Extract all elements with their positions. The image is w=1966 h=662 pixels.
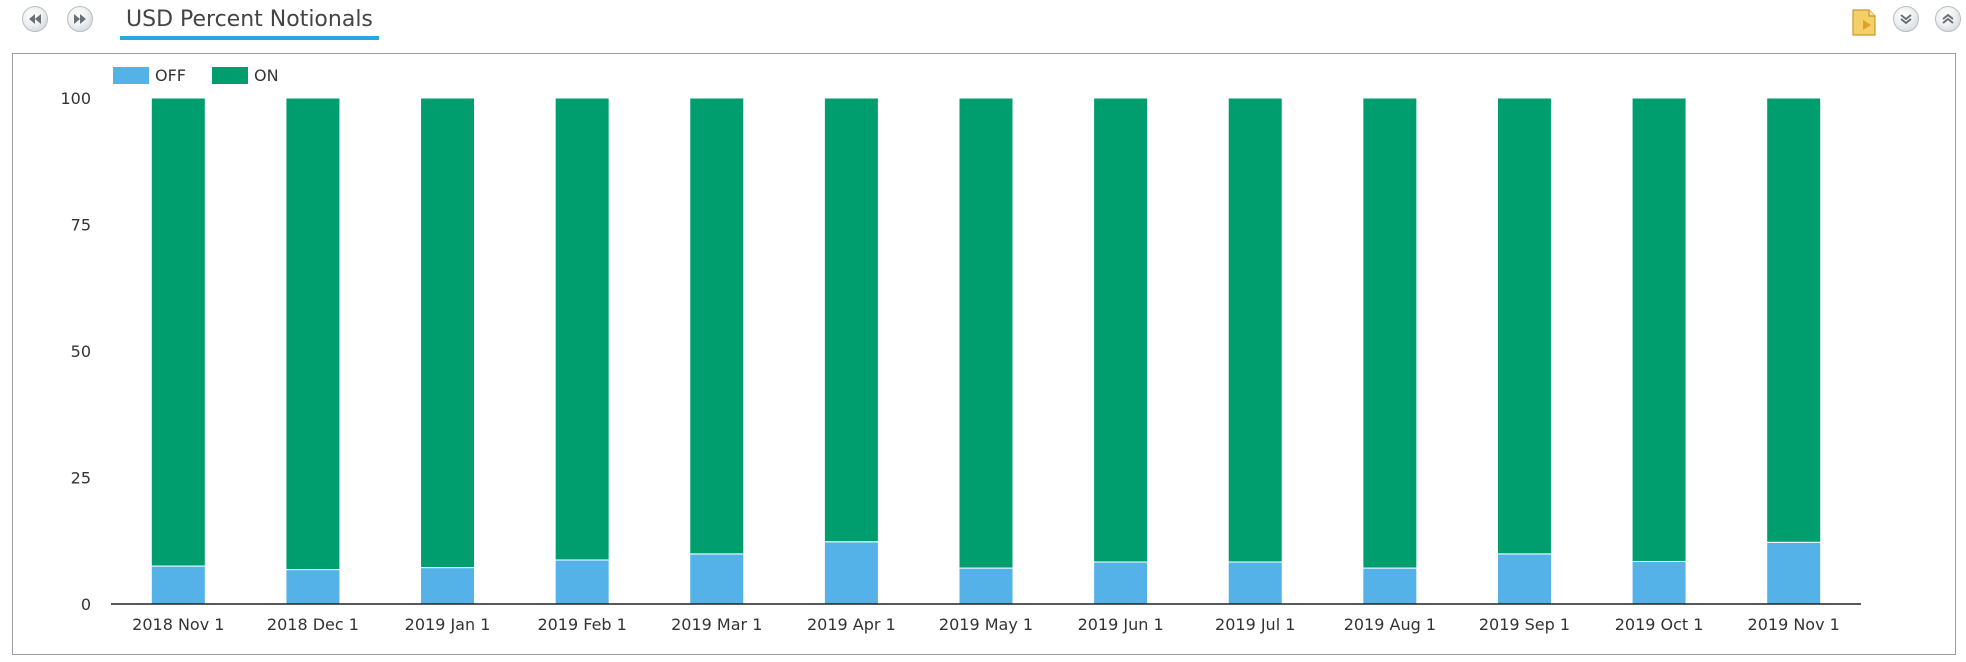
bar-on-4: [689, 97, 745, 555]
x-tick-label-10: 2019 Sep 1: [1479, 615, 1570, 634]
legend-swatch-off: [113, 66, 149, 84]
x-tick-label-4: 2019 Mar 1: [671, 615, 762, 634]
bar-chart: 0 25 50 75 100 2018 Nov 1 2018 Dec 1 2019 Jan 1…: [60, 89, 1861, 634]
page-title: USD Percent Notionals: [126, 7, 373, 32]
x-tick-label-1: 2018 Dec 1: [267, 615, 359, 634]
y-tick-label-0: 0: [81, 595, 91, 614]
bar-on-10: [1496, 97, 1552, 555]
chart-legend: OFF ON: [113, 64, 305, 86]
bar-on-8: [1227, 97, 1283, 563]
bar-on-1: [285, 97, 341, 571]
bar-on-12: [1766, 97, 1822, 543]
collapse-up-button[interactable]: [1935, 6, 1961, 32]
document-icon: [1852, 9, 1876, 36]
bar-off-12: [1766, 541, 1822, 605]
legend-label-on: ON: [254, 65, 279, 85]
bar-on-7: [1093, 97, 1149, 563]
rewind-icon: [29, 14, 41, 24]
bar-off-0: [150, 565, 206, 605]
y-tick-label-25: 25: [71, 469, 91, 488]
bar-off-8: [1227, 561, 1283, 605]
toolbar: USD Percent Notionals: [0, 0, 1966, 50]
bar-on-3: [554, 97, 610, 561]
x-tick-label-3: 2019 Feb 1: [537, 615, 626, 634]
bar-on-5: [823, 97, 879, 543]
legend-item-on[interactable]: ON: [212, 66, 279, 85]
legend-label-off: OFF: [155, 65, 186, 85]
bar-off-9: [1362, 567, 1418, 605]
x-tick-label-0: 2018 Nov 1: [132, 615, 224, 634]
bar-on-9: [1362, 97, 1418, 569]
x-tick-label-8: 2019 Jul 1: [1215, 615, 1295, 634]
legend-swatch-on: [212, 66, 248, 84]
bar-off-11: [1631, 560, 1687, 605]
bar-off-4: [689, 553, 745, 605]
bar-off-5: [823, 541, 879, 605]
fast-forward-button[interactable]: [67, 6, 93, 32]
collapse-down-icon: [1900, 14, 1912, 25]
bar-off-2: [420, 567, 476, 605]
bar-on-6: [958, 97, 1014, 569]
bar-on-11: [1631, 97, 1687, 562]
fast-forward-icon: [74, 14, 86, 24]
x-tick-label-2: 2019 Jan 1: [405, 615, 491, 634]
legend-item-off[interactable]: OFF: [113, 66, 186, 85]
y-tick-label-100: 100: [60, 89, 91, 108]
title-tab[interactable]: USD Percent Notionals: [120, 4, 379, 40]
bar-off-6: [958, 567, 1014, 605]
x-tick-label-9: 2019 Aug 1: [1344, 615, 1436, 634]
document-button[interactable]: [1849, 6, 1879, 38]
bar-off-1: [285, 569, 341, 605]
x-tick-label-12: 2019 Nov 1: [1748, 615, 1840, 634]
x-tick-label-5: 2019 Apr 1: [807, 615, 896, 634]
bar-on-2: [420, 97, 476, 569]
bar-off-7: [1093, 561, 1149, 605]
collapse-down-button[interactable]: [1893, 6, 1919, 32]
y-tick-label-50: 50: [71, 342, 91, 361]
x-tick-label-7: 2019 Jun 1: [1078, 615, 1164, 634]
bar-on-0: [150, 97, 206, 567]
bar-off-10: [1496, 553, 1552, 605]
x-tick-label-6: 2019 May 1: [939, 615, 1033, 634]
y-tick-label-75: 75: [71, 216, 91, 235]
bar-off-3: [554, 559, 610, 605]
collapse-up-icon: [1942, 13, 1954, 24]
rewind-button[interactable]: [22, 6, 48, 32]
x-tick-label-11: 2019 Oct 1: [1615, 615, 1704, 634]
chart-panel: 0 25 50 75 100 2018 Nov 1 2018 Dec 1 2019 Jan 1…: [12, 53, 1956, 655]
